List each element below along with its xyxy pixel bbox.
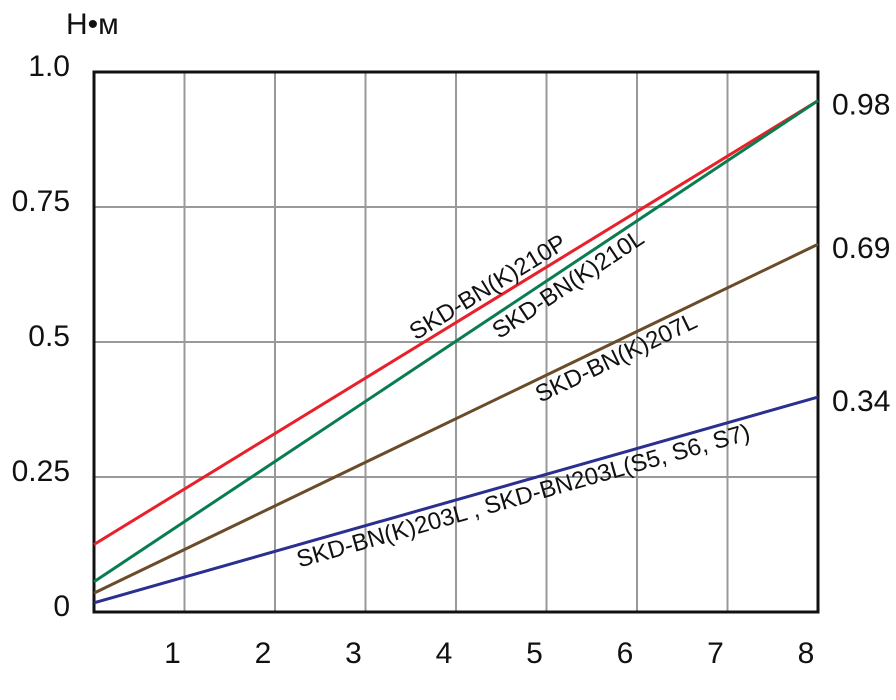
end-label: 0.69 — [832, 232, 890, 265]
plot-frame — [92, 70, 820, 614]
y-tick-label: 0 — [53, 590, 70, 623]
x-tick-label: 6 — [617, 637, 634, 670]
end-label: 0.98 — [832, 89, 890, 122]
y-tick-label: 0.75 — [12, 185, 70, 218]
x-tick-label: 7 — [707, 637, 724, 670]
series-label: SKD-BN(K)207L — [531, 308, 701, 409]
y-tick-label: 0.25 — [12, 455, 70, 488]
x-tick-label: 1 — [164, 637, 181, 670]
series-label: SKD-BN(K)203L , SKD-BN203L(S5, S6, S7) — [294, 419, 753, 573]
series-line — [93, 242, 819, 595]
series-line — [93, 99, 819, 546]
x-tick-label: 8 — [798, 637, 815, 670]
y-unit: Н•м — [66, 8, 119, 41]
x-tick-label: 4 — [436, 637, 453, 670]
x-tick-label: 5 — [526, 637, 543, 670]
series-line — [93, 395, 819, 605]
series-line — [93, 99, 819, 584]
end-label: 0.34 — [832, 385, 890, 418]
x-tick-label: 3 — [345, 637, 362, 670]
x-tick-label: 2 — [255, 637, 272, 670]
y-tick-label: 0.5 — [28, 320, 70, 353]
y-tick-label: 1.0 — [28, 50, 70, 83]
